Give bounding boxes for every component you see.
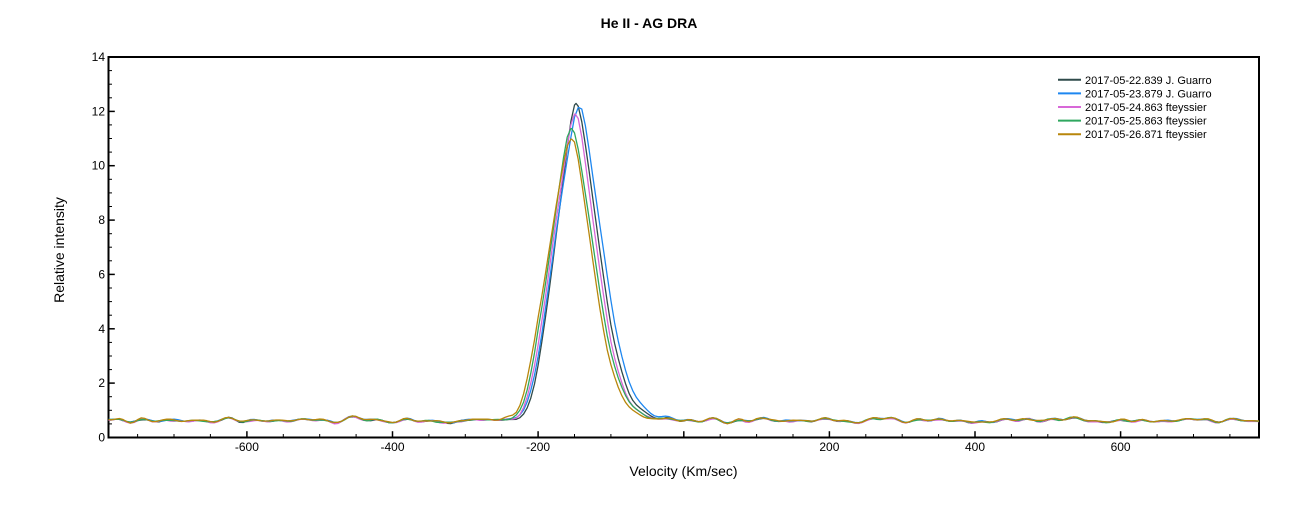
- svg-text:8: 8: [98, 213, 105, 227]
- svg-text:0: 0: [98, 431, 105, 445]
- svg-text:400: 400: [965, 440, 985, 454]
- svg-text:2017-05-26.871 fteyssier: 2017-05-26.871 fteyssier: [1085, 129, 1207, 141]
- svg-text:2017-05-25.863 fteyssier: 2017-05-25.863 fteyssier: [1085, 116, 1207, 128]
- svg-text:-400: -400: [380, 440, 404, 454]
- svg-text:4: 4: [98, 322, 105, 336]
- svg-text:14: 14: [92, 50, 106, 64]
- svg-text:10: 10: [92, 159, 106, 173]
- svg-text:2017-05-22.839 J. Guarro: 2017-05-22.839 J. Guarro: [1085, 75, 1212, 87]
- svg-text:2017-05-23.879 J. Guarro: 2017-05-23.879 J. Guarro: [1085, 88, 1212, 100]
- svg-text:200: 200: [819, 440, 839, 454]
- svg-text:-600: -600: [235, 440, 259, 454]
- svg-text:12: 12: [92, 104, 106, 118]
- svg-text:600: 600: [1111, 440, 1131, 454]
- svg-text:Velocity (Km/sec): Velocity (Km/sec): [629, 463, 737, 479]
- svg-text:2: 2: [98, 376, 105, 390]
- svg-text:Relative intensity: Relative intensity: [51, 197, 67, 303]
- svg-text:6: 6: [98, 267, 105, 281]
- svg-text:2017-05-24.863 fteyssier: 2017-05-24.863 fteyssier: [1085, 102, 1207, 114]
- svg-text:He II - AG DRA: He II - AG DRA: [601, 15, 698, 31]
- svg-text:-200: -200: [526, 440, 550, 454]
